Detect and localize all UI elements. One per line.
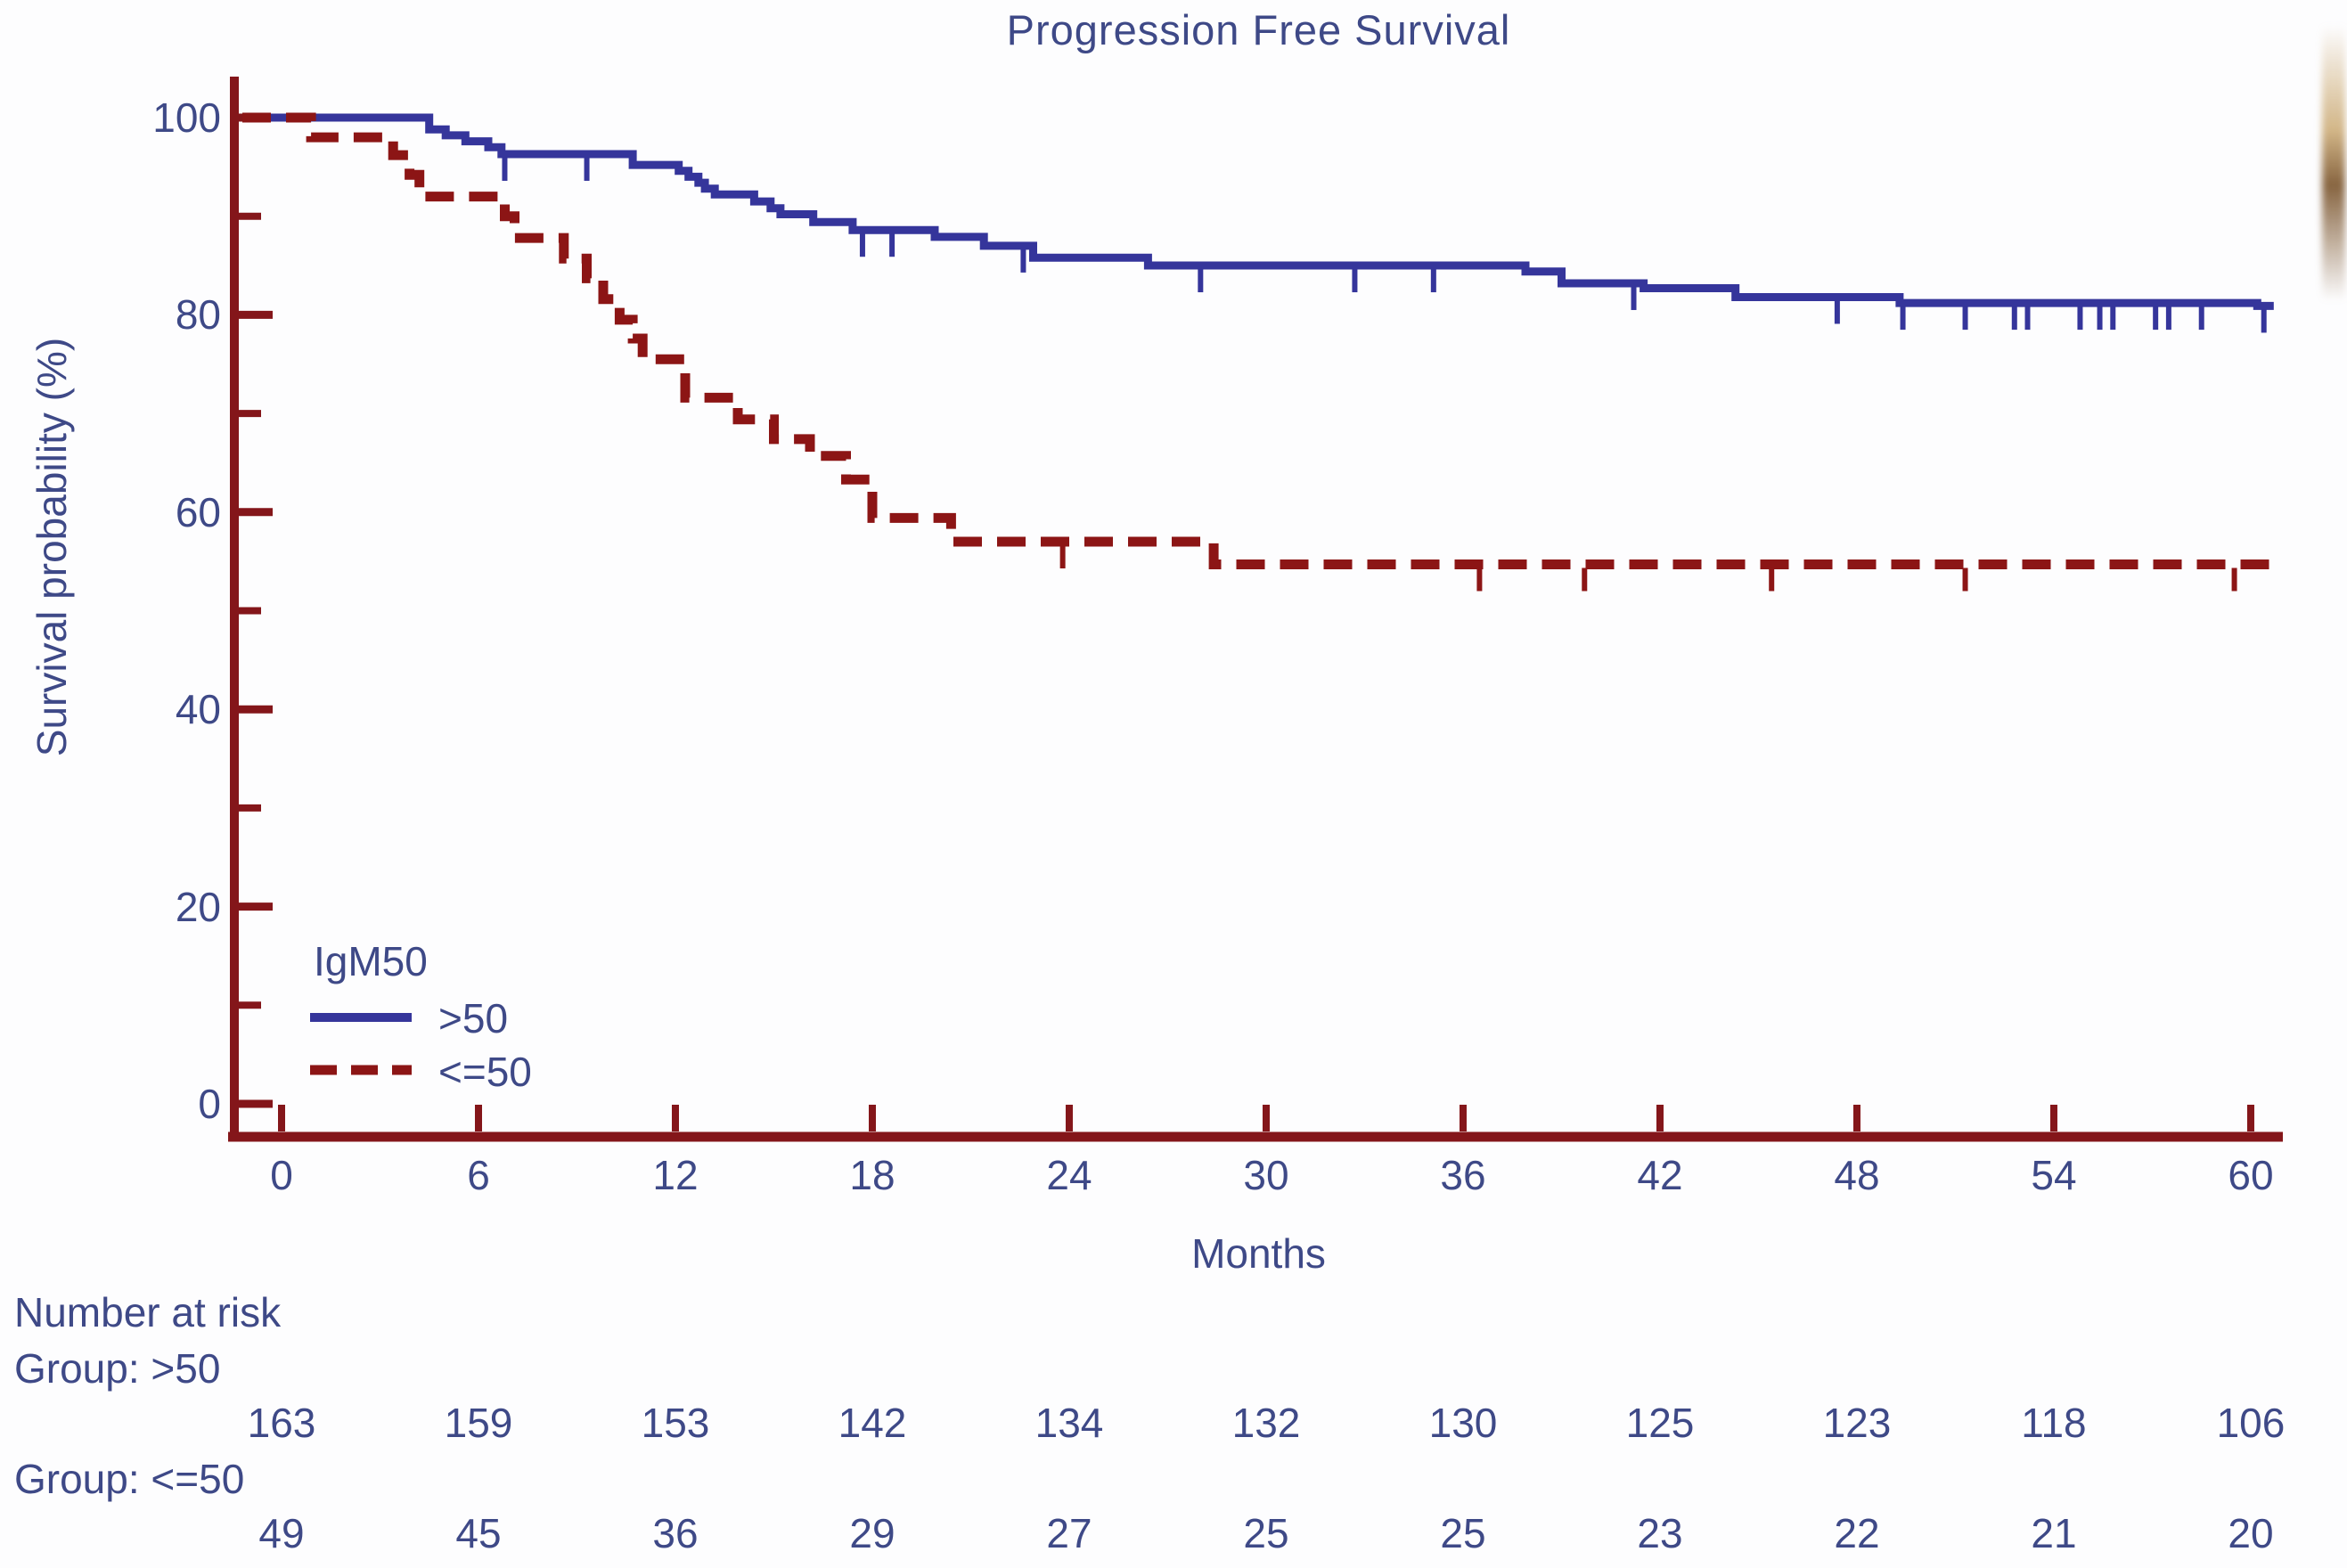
y-tick-label: 80: [175, 291, 221, 339]
x-tick-label: 18: [849, 1152, 895, 1198]
risk-count: 25: [1243, 1510, 1289, 1556]
x-tick-label: 30: [1243, 1152, 1289, 1198]
risk-count: 159: [444, 1400, 513, 1446]
x-tick-label: 6: [467, 1152, 490, 1198]
risk-count: 22: [1834, 1510, 1880, 1556]
y-tick-label: 0: [198, 1081, 221, 1127]
legend-label-low: <=50: [438, 1049, 532, 1095]
x-axis-title: Months: [1191, 1230, 1326, 1277]
risk-count: 49: [258, 1510, 305, 1556]
risk-group-high-label: Group: >50: [14, 1345, 221, 1392]
risk-count: 45: [455, 1510, 502, 1556]
x-tick-label: 54: [2031, 1152, 2077, 1198]
risk-count: 132: [1231, 1400, 1301, 1446]
scan-edge-artifact: [2322, 25, 2345, 301]
y-tick-label: 20: [175, 883, 221, 930]
x-tick-label: 60: [2228, 1152, 2274, 1198]
legend-label-high: >50: [438, 995, 509, 1041]
legend-title: IgM50: [314, 938, 428, 984]
risk-count: 125: [1625, 1400, 1695, 1446]
risk-count: 106: [2216, 1400, 2286, 1446]
y-tick-label: 60: [175, 488, 221, 535]
x-tick-label: 12: [652, 1152, 699, 1198]
survival-curve-low: [242, 112, 2271, 569]
chart-title: Progression Free Survival: [1006, 6, 1511, 53]
risk-count: 36: [652, 1510, 699, 1556]
y-tick-label: 100: [152, 94, 221, 141]
x-tick-label: 48: [1834, 1152, 1880, 1198]
risk-count: 153: [641, 1400, 710, 1446]
risk-count: 123: [1822, 1400, 1892, 1446]
risk-count: 118: [2021, 1400, 2087, 1446]
risk-table-header: Number at risk: [14, 1289, 282, 1335]
risk-count: 29: [849, 1510, 895, 1556]
risk-group-low-label: Group: <=50: [14, 1456, 245, 1502]
risk-count: 20: [2228, 1510, 2274, 1556]
risk-count: 23: [1637, 1510, 1683, 1556]
risk-count: 21: [2031, 1510, 2077, 1556]
x-tick-label: 36: [1440, 1152, 1486, 1198]
risk-count: 25: [1440, 1510, 1486, 1556]
risk-count: 142: [838, 1400, 907, 1446]
risk-count: 134: [1034, 1400, 1104, 1446]
x-tick-label: 42: [1637, 1152, 1683, 1198]
survival-curve-high: [242, 113, 2274, 310]
x-tick-label: 0: [270, 1152, 293, 1198]
x-tick-label: 24: [1046, 1152, 1092, 1198]
y-tick-label: 40: [175, 686, 221, 733]
risk-count: 163: [247, 1400, 316, 1446]
risk-count: 27: [1046, 1510, 1092, 1556]
risk-count: 130: [1428, 1400, 1498, 1446]
